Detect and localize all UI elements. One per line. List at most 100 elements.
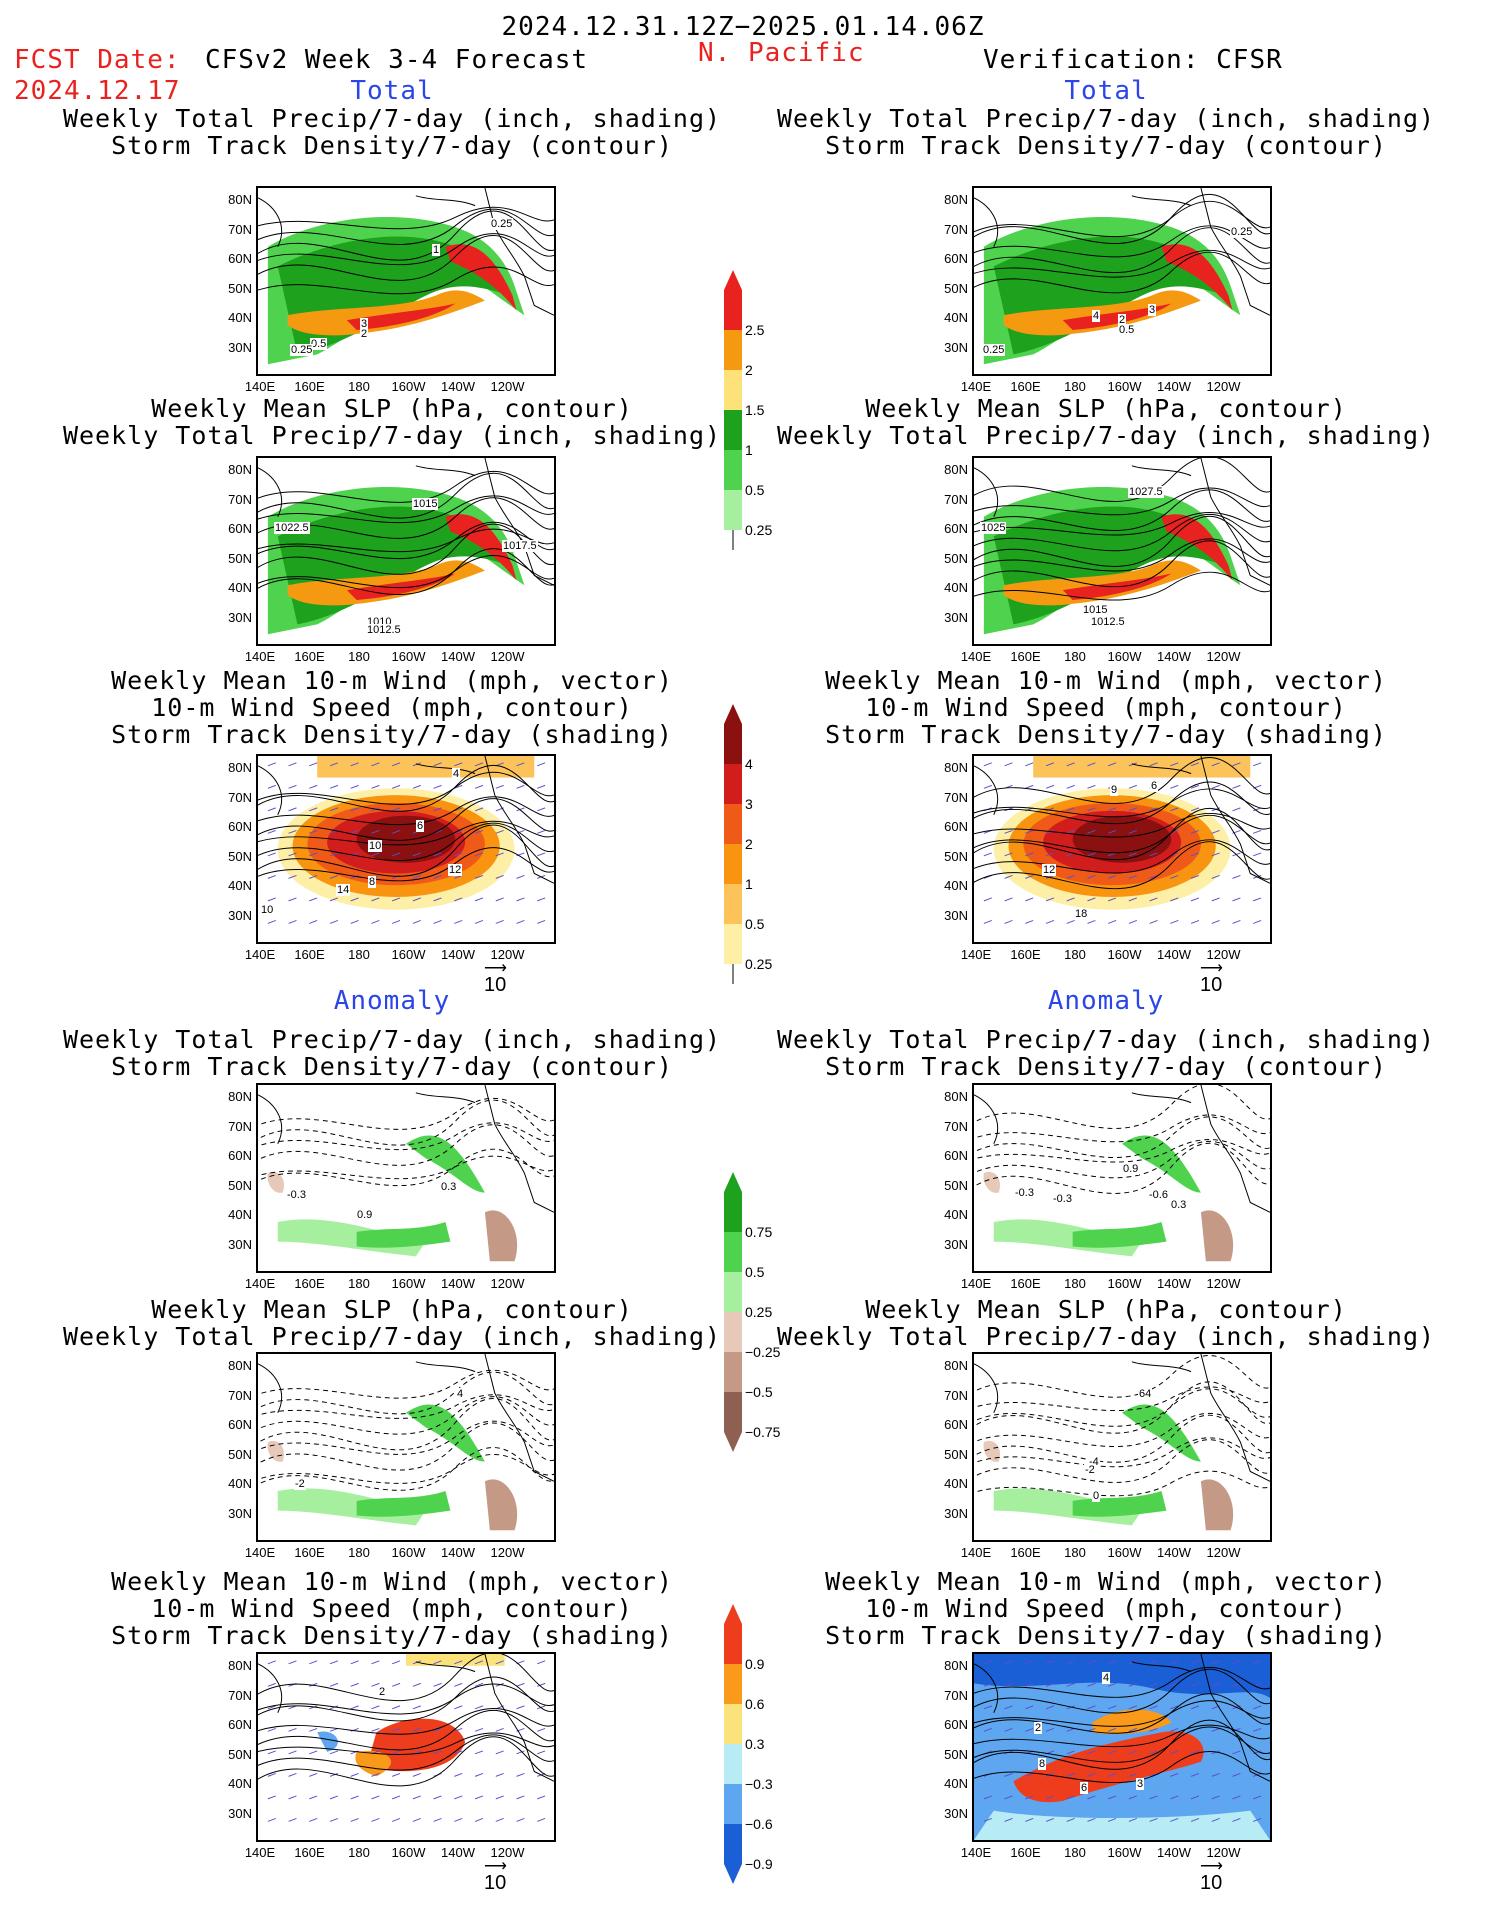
- arrow-icon: ⟶: [1200, 1858, 1223, 1875]
- latitude-tick-label: 30N: [944, 1236, 968, 1252]
- contour-label: 1: [432, 244, 441, 256]
- contour-label: 12: [1042, 864, 1057, 876]
- latitude-tick-label: 50N: [228, 1746, 252, 1762]
- colorbar-tick-label: 4: [745, 756, 753, 772]
- contour-label: -0.3: [1052, 1193, 1073, 1205]
- longitude-tick-label: 160W: [391, 1276, 426, 1291]
- contour-label: 0.3: [1170, 1199, 1188, 1211]
- longitude-tick-label: 120W: [1206, 1545, 1241, 1560]
- latitude-tick-label: 60N: [944, 819, 968, 834]
- longitude-tick-label: 120W: [490, 1845, 525, 1860]
- panel-title-line: Weekly Mean 10-m Wind (mph, vector): [111, 666, 673, 695]
- total-map-panel: [972, 456, 1272, 646]
- colorbar-tick-label: 0.5: [745, 916, 765, 932]
- longitude-tick-label: 140W: [1157, 1276, 1191, 1291]
- longitude-tick-label: 140W: [441, 1276, 475, 1291]
- longitude-tick-label: 160E: [1010, 947, 1041, 962]
- latitude-tick-label: 70N: [228, 491, 252, 507]
- contour-label: 10: [368, 840, 383, 852]
- panel-title-line: Weekly Total Precip/7-day (inch, shading…: [62, 1025, 722, 1054]
- longitude-tick-label: 140E: [244, 649, 276, 664]
- longitude-tick-label: 140E: [960, 1545, 992, 1560]
- longitude-tick-label: 160W: [391, 947, 426, 962]
- longitude-tick-label: 160W: [391, 1545, 426, 1560]
- latitude-tick-label: 60N: [228, 521, 252, 536]
- latitude-tick-label: 70N: [228, 1387, 252, 1403]
- longitude-tick-label: 180: [348, 947, 370, 962]
- contour-label: 0.25: [290, 344, 314, 356]
- latitude-tick-label: 70N: [228, 789, 252, 805]
- latitude-tick-label: 80N: [228, 1089, 252, 1104]
- reference-vector-label: 10: [1200, 1872, 1223, 1894]
- longitude-tick-label: 180: [1064, 1845, 1086, 1860]
- contour-label: 4: [456, 1388, 465, 1400]
- panel-title-line: Weekly Mean SLP (hPa, contour): [865, 394, 1347, 423]
- latitude-tick-label: 70N: [228, 1687, 252, 1703]
- colorbar-tick-label: 2: [745, 836, 753, 852]
- panel-title-line: Weekly Mean 10-m Wind (mph, vector): [111, 1567, 673, 1596]
- panel-title-line: Storm Track Density/7-day (shading): [111, 1621, 673, 1650]
- panel-title-line: 10-m Wind Speed (mph, contour): [865, 1594, 1347, 1623]
- longitude-tick-label: 160W: [1107, 1545, 1142, 1560]
- panel-title-line: Weekly Mean SLP (hPa, contour): [151, 394, 633, 423]
- latitude-tick-label: 40N: [944, 1776, 968, 1791]
- colorbar-tick-label: 2: [745, 362, 753, 378]
- panel-title-line: Weekly Total Precip/7-day (inch, shading…: [62, 421, 722, 450]
- longitude-tick-label: 180: [1064, 1276, 1086, 1291]
- longitude-tick-label: 140E: [244, 1276, 276, 1291]
- latitude-tick-label: 80N: [944, 1358, 968, 1373]
- panel-title-line: Storm Track Density/7-day (shading): [825, 1621, 1387, 1650]
- contour-label: 3: [1136, 1778, 1145, 1790]
- contour-label: 8: [368, 876, 377, 888]
- contour-label: 0.25: [1230, 226, 1254, 238]
- colorbar-tick-label: 0.25: [745, 956, 773, 972]
- reference-vector: ⟶ 10: [1200, 961, 1223, 997]
- latitude-tick-label: 60N: [228, 1417, 252, 1432]
- reference-vector-label: 10: [484, 974, 507, 996]
- latitude-tick-label: 40N: [944, 310, 968, 325]
- contour-label: -4: [1088, 1456, 1100, 1468]
- latitude-tick-label: 70N: [944, 1687, 968, 1703]
- contour-label: 8: [1038, 1758, 1047, 1770]
- latitude-tick-label: 70N: [944, 221, 968, 237]
- contour-label: 1012.5: [366, 624, 402, 636]
- latitude-tick-label: 80N: [944, 1658, 968, 1673]
- panel-title-line: Weekly Mean 10-m Wind (mph, vector): [825, 666, 1387, 695]
- longitude-tick-label: 120W: [490, 649, 525, 664]
- latitude-tick-label: 50N: [228, 1446, 252, 1462]
- panel-title-line: Weekly Mean SLP (hPa, contour): [865, 1295, 1347, 1324]
- latitude-tick-label: 50N: [944, 848, 968, 864]
- latitude-tick-label: 50N: [228, 280, 252, 296]
- longitude-tick-label: 120W: [490, 1545, 525, 1560]
- reference-vector-label: 10: [484, 1872, 507, 1894]
- colorbar-tick-label: −0.9: [745, 1856, 773, 1872]
- panel-title-line: Storm Track Density/7-day (shading): [111, 720, 673, 749]
- panel-title-line: 10-m Wind Speed (mph, contour): [865, 693, 1347, 722]
- longitude-tick-label: 140W: [441, 379, 475, 394]
- latitude-tick-label: 70N: [944, 491, 968, 507]
- longitude-tick-label: 140E: [244, 379, 276, 394]
- longitude-tick-label: 140W: [441, 649, 475, 664]
- latitude-tick-label: 30N: [944, 1805, 968, 1821]
- contour-label: 18: [1074, 908, 1089, 920]
- latitude-tick-label: 40N: [228, 580, 252, 595]
- panel-title-line: Weekly Total Precip/7-day (inch, shading…: [776, 421, 1436, 450]
- panel-title-line: Weekly Mean SLP (hPa, contour): [151, 1295, 633, 1324]
- longitude-tick-label: 180: [1064, 947, 1086, 962]
- contour-label: 0.9: [356, 1209, 374, 1221]
- right-total-heading: Total: [1064, 76, 1148, 106]
- latitude-tick-label: 50N: [944, 1177, 968, 1193]
- contour-label: 2: [360, 328, 369, 340]
- contour-label: 1027.5: [1128, 486, 1164, 498]
- reference-vector: ⟶ 10: [1200, 1858, 1223, 1895]
- longitude-tick-label: 180: [348, 1845, 370, 1860]
- latitude-tick-label: 60N: [228, 251, 252, 266]
- contour-label: 14: [336, 884, 351, 896]
- latitude-tick-label: 40N: [228, 1207, 252, 1222]
- contour-label: 0.3: [440, 1181, 458, 1193]
- colorbar-tick-label: −0.75: [745, 1424, 781, 1440]
- colorbar-tick-label: 1: [745, 442, 753, 458]
- latitude-tick-label: 80N: [228, 192, 252, 207]
- right-anomaly-heading: Anomaly: [1047, 986, 1165, 1016]
- colorbar-tick-label: 0.75: [745, 1224, 773, 1240]
